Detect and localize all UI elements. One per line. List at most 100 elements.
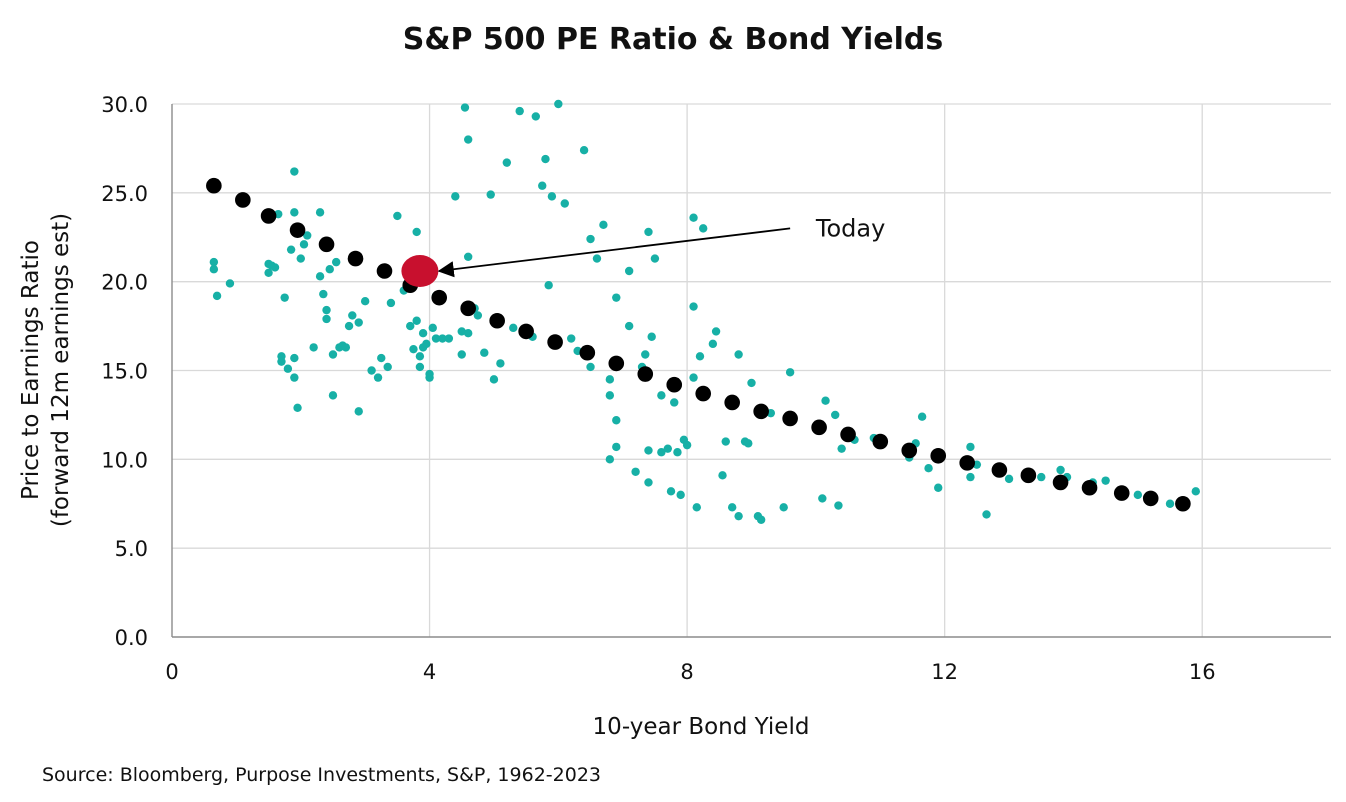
observation-point	[708, 339, 718, 349]
observation-point	[409, 344, 418, 354]
observation-point	[966, 442, 975, 452]
observation-point	[277, 357, 286, 366]
trend-point	[318, 236, 335, 253]
observation-point	[734, 350, 743, 359]
observation-point	[315, 208, 325, 217]
trend-point	[289, 222, 306, 238]
observation-point	[309, 343, 318, 352]
today-point	[401, 255, 439, 288]
observation-point	[624, 321, 634, 331]
trend-point	[376, 263, 393, 279]
trend-point	[431, 289, 448, 306]
trend-point	[1113, 485, 1130, 501]
observation-point	[303, 231, 312, 240]
observation-point	[756, 515, 766, 524]
observation-point	[209, 265, 219, 274]
observation-points	[209, 99, 1200, 524]
observation-point	[689, 373, 698, 382]
observation-point	[982, 510, 991, 519]
chart-title: S&P 500 PE Ratio & Bond Yields	[402, 22, 944, 57]
observation-point	[544, 281, 553, 290]
observation-point	[650, 254, 660, 263]
observation-point	[924, 464, 933, 473]
trend-point	[840, 426, 856, 443]
observation-point	[647, 332, 656, 341]
observation-point	[744, 439, 753, 448]
y-tick-label: 10.0	[101, 448, 148, 472]
observation-point	[734, 511, 743, 521]
observation-point	[670, 398, 679, 407]
observation-point	[605, 455, 615, 464]
trend-point	[235, 192, 251, 208]
observation-point	[496, 359, 505, 368]
trend-point	[811, 419, 827, 436]
observation-point	[917, 412, 927, 421]
observation-point	[209, 257, 219, 267]
observation-point	[779, 503, 788, 512]
annotations: Today	[437, 214, 885, 278]
observation-point	[373, 373, 383, 382]
observation-point	[463, 252, 473, 261]
y-axis-title-line-1: Price to Earnings Ratio	[18, 240, 44, 500]
observation-point	[721, 437, 730, 446]
observation-point	[531, 112, 540, 121]
observation-point	[689, 302, 698, 311]
x-tick-label: 4	[423, 660, 436, 684]
observation-point	[818, 494, 827, 503]
y-tick-labels: 0.0 5.0 10.0 15.0 20.0 25.0 30.0	[101, 93, 148, 650]
observation-point	[225, 279, 235, 288]
observation-point	[438, 334, 447, 343]
trend-point	[1175, 495, 1191, 512]
observation-point	[586, 362, 595, 372]
observation-point	[1037, 472, 1046, 482]
trend-point	[518, 323, 534, 340]
y-tick-label: 0.0	[115, 626, 148, 650]
observation-point	[676, 490, 685, 500]
observation-point	[579, 145, 589, 155]
observation-point	[1101, 476, 1110, 485]
observation-point	[290, 208, 299, 217]
y-axis-title: Price to Earnings Ratio (forward 12m ear…	[18, 213, 74, 527]
observation-point	[966, 472, 975, 482]
observation-point	[502, 158, 512, 167]
observation-point	[393, 211, 402, 221]
observation-point	[418, 328, 428, 338]
observation-point	[299, 240, 309, 249]
observation-point	[473, 311, 483, 320]
y-tick-label: 30.0	[101, 93, 148, 117]
observation-point	[460, 103, 470, 112]
observation-point	[612, 293, 621, 302]
observation-point	[547, 192, 557, 201]
y-tick-label: 25.0	[101, 182, 148, 206]
trend-point	[547, 334, 563, 350]
observation-point	[412, 316, 421, 325]
observation-point	[695, 352, 705, 361]
trend-point	[724, 394, 740, 411]
observation-point	[383, 362, 392, 372]
observation-point	[1004, 474, 1014, 484]
observation-point	[463, 328, 473, 338]
observation-point	[415, 362, 425, 372]
observation-point	[360, 297, 370, 306]
observation-point	[1133, 490, 1143, 500]
observation-point	[322, 314, 331, 324]
observation-point	[515, 106, 524, 116]
observation-point	[644, 478, 653, 487]
x-axis-title: 10-year Bond Yield	[593, 714, 810, 740]
axes	[171, 104, 1331, 638]
observation-point	[489, 375, 499, 384]
x-tick-label: 0	[165, 660, 178, 684]
observation-point	[457, 350, 466, 359]
observation-point	[451, 192, 460, 201]
observation-point	[328, 350, 338, 359]
trend-point	[579, 344, 596, 361]
observation-point	[290, 167, 299, 176]
today-arrow	[437, 227, 791, 278]
observation-point	[293, 403, 302, 413]
trend-point	[872, 433, 889, 450]
observation-point	[425, 369, 434, 379]
observation-point	[560, 199, 569, 208]
y-tick-label: 15.0	[101, 360, 148, 384]
observation-point	[480, 348, 489, 357]
